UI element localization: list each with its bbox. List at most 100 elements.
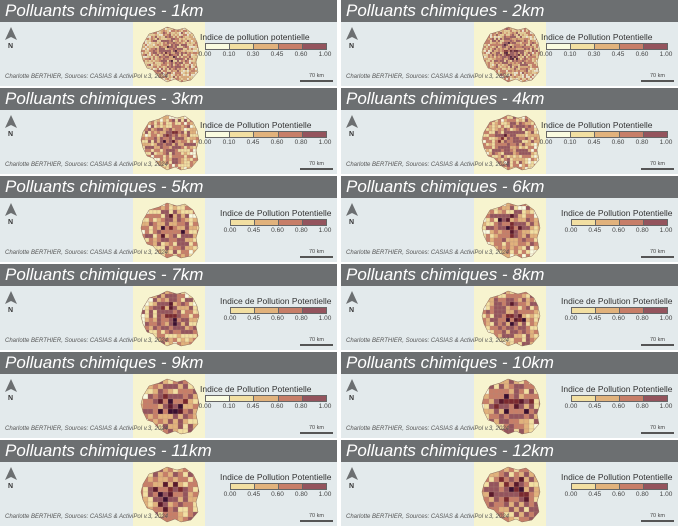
scale-bar bbox=[300, 168, 333, 170]
north-label: N bbox=[349, 483, 355, 490]
panel-title: Polluants chimiques - 3km bbox=[5, 89, 204, 108]
scale-label: 70 km bbox=[309, 73, 324, 79]
legend-tick-label: 0.45 bbox=[611, 51, 625, 58]
legend-color-bar bbox=[571, 483, 668, 490]
legend-color-bar bbox=[571, 219, 668, 226]
legend-swatch bbox=[303, 220, 326, 225]
source-credit: Charlotte BERTHIER, Sources: CASIAS & Ac… bbox=[5, 338, 168, 344]
legend-swatch bbox=[302, 44, 327, 49]
north-arrow-icon bbox=[4, 115, 20, 137]
map-panel: Polluants chimiques - 1km N Indice de poll… bbox=[0, 0, 337, 86]
title-bar: Polluants chimiques - 4km bbox=[341, 88, 678, 110]
legend-tick-label: 0.60 bbox=[612, 315, 625, 322]
legend-tick-label: 0.45 bbox=[247, 227, 261, 234]
legend-color-bar bbox=[230, 483, 327, 490]
legend-tick-label: 0.30 bbox=[587, 51, 601, 58]
legend-swatch bbox=[572, 396, 596, 401]
legend-swatch bbox=[206, 44, 231, 49]
scale-label: 70 km bbox=[650, 73, 665, 79]
legend-swatch bbox=[302, 396, 327, 401]
map-panel: Polluants chimiques - 12km N Indice de Pol… bbox=[341, 440, 678, 526]
legend-swatch bbox=[254, 396, 279, 401]
legend-color-bar bbox=[571, 395, 668, 402]
north-label: N bbox=[8, 307, 14, 314]
legend-swatch bbox=[572, 484, 596, 489]
legend-swatch bbox=[279, 484, 303, 489]
legend-tick-label: 0.10 bbox=[563, 51, 577, 58]
scale-bar bbox=[300, 80, 333, 82]
north-arrow-icon bbox=[345, 291, 361, 313]
legend-swatch bbox=[254, 44, 279, 49]
legend-tick-label: 0.10 bbox=[222, 51, 236, 58]
legend-swatch bbox=[596, 484, 620, 489]
legend-swatch bbox=[303, 308, 326, 313]
scale-bar bbox=[300, 344, 333, 346]
pollution-map bbox=[481, 290, 541, 347]
legend-tick-label: 0.00 bbox=[564, 491, 578, 498]
north-arrow-icon bbox=[4, 203, 20, 225]
legend-swatch bbox=[619, 44, 644, 49]
legend-swatch bbox=[644, 220, 667, 225]
pollution-map bbox=[481, 378, 541, 435]
north-label: N bbox=[349, 395, 355, 402]
legend-swatch bbox=[547, 44, 572, 49]
legend-swatch bbox=[230, 44, 255, 49]
legend-tick-label: 0.45 bbox=[247, 491, 261, 498]
legend-tick-label: 0.00 bbox=[564, 227, 578, 234]
north-arrow-icon bbox=[345, 27, 361, 49]
legend-swatch bbox=[572, 220, 596, 225]
scale-label: 70 km bbox=[309, 249, 324, 255]
source-credit: Charlotte BERTHIER, Sources: CASIAS & Ac… bbox=[5, 74, 168, 80]
legend-swatch bbox=[255, 484, 279, 489]
legend-tick-label: 1.00 bbox=[659, 315, 673, 322]
legend-swatch bbox=[596, 220, 620, 225]
legend-tick-label: 0.45 bbox=[588, 491, 602, 498]
legend-color-bar bbox=[205, 395, 327, 402]
legend-tick-label: 0.80 bbox=[294, 491, 308, 498]
legend-swatch bbox=[230, 132, 255, 137]
legend-tick-label: 1.00 bbox=[318, 315, 332, 322]
north-arrow-icon bbox=[4, 379, 20, 401]
north-arrow-icon bbox=[345, 115, 361, 137]
map-panel: Polluants chimiques - 7km N Indice de Poll… bbox=[0, 264, 337, 350]
panel-title: Polluants chimiques - 5km bbox=[5, 177, 204, 196]
legend-tick-label: 0.60 bbox=[612, 227, 625, 234]
scale-label: 70 km bbox=[309, 425, 324, 431]
north-arrow-icon bbox=[345, 203, 361, 225]
north-arrow-icon bbox=[345, 379, 361, 401]
legend-tick-label: 0.60 bbox=[294, 51, 308, 58]
legend-tick-label: 0.80 bbox=[635, 403, 649, 410]
legend-swatch bbox=[231, 220, 255, 225]
scale-label: 70 km bbox=[650, 249, 665, 255]
legend-title: Indice de Pollution Potentielle bbox=[541, 32, 653, 42]
scale-bar bbox=[641, 432, 674, 434]
map-panel: Polluants chimiques - 2km N Indice de Poll… bbox=[341, 0, 678, 86]
legend-swatch bbox=[620, 308, 644, 313]
legend-swatch bbox=[571, 132, 596, 137]
legend-tick-label: 0.45 bbox=[588, 315, 602, 322]
scale-label: 70 km bbox=[309, 513, 324, 519]
pollution-map bbox=[140, 378, 200, 435]
legend-tick-label: 0.80 bbox=[294, 403, 308, 410]
legend-swatch bbox=[255, 308, 279, 313]
pollution-map bbox=[140, 114, 200, 171]
source-credit: Charlotte BERTHIER, Sources: CASIAS & Ac… bbox=[346, 338, 509, 344]
legend-swatch bbox=[596, 396, 620, 401]
source-credit: Charlotte BERTHIER, Sources: CASIAS & Ac… bbox=[5, 162, 168, 168]
panel-title: Polluants chimiques - 8km bbox=[346, 265, 545, 284]
legend-tick-label: 0.00 bbox=[564, 315, 578, 322]
pollution-map bbox=[481, 202, 541, 259]
legend-swatch bbox=[279, 220, 303, 225]
legend-swatch bbox=[278, 44, 303, 49]
legend-color-bar bbox=[230, 307, 327, 314]
legend-swatch bbox=[620, 484, 644, 489]
map-panel: Polluants chimiques - 4km N Indice de Poll… bbox=[341, 88, 678, 174]
legend-swatch bbox=[279, 308, 303, 313]
panel-title: Polluants chimiques - 9km bbox=[5, 353, 204, 372]
north-label: N bbox=[8, 483, 14, 490]
north-label: N bbox=[349, 43, 355, 50]
pollution-map bbox=[481, 466, 541, 523]
legend-swatch bbox=[278, 132, 303, 137]
map-panel: Polluants chimiques - 11km N Indice de Pol… bbox=[0, 440, 337, 526]
panel-title: Polluants chimiques - 11km bbox=[5, 441, 212, 460]
